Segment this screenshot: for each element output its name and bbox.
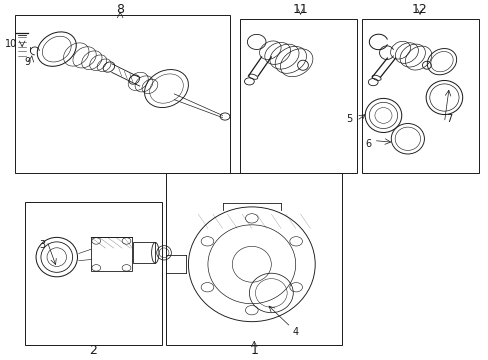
Bar xyxy=(91,237,132,271)
Text: 10: 10 xyxy=(5,39,18,49)
Text: 12: 12 xyxy=(411,3,427,16)
Text: 6: 6 xyxy=(365,139,371,149)
Bar xyxy=(361,19,478,173)
Text: 3: 3 xyxy=(39,239,45,249)
Text: 9: 9 xyxy=(24,57,31,67)
Bar xyxy=(133,242,155,263)
Bar xyxy=(166,173,341,345)
Bar xyxy=(15,15,229,173)
Text: 7: 7 xyxy=(445,114,451,124)
Text: 11: 11 xyxy=(292,3,308,16)
Text: 8: 8 xyxy=(116,3,124,16)
Text: 2: 2 xyxy=(89,344,97,357)
Bar xyxy=(25,202,161,345)
Bar xyxy=(239,19,356,173)
Text: 5: 5 xyxy=(346,114,352,124)
Text: 4: 4 xyxy=(292,327,298,337)
Text: 1: 1 xyxy=(250,344,258,357)
